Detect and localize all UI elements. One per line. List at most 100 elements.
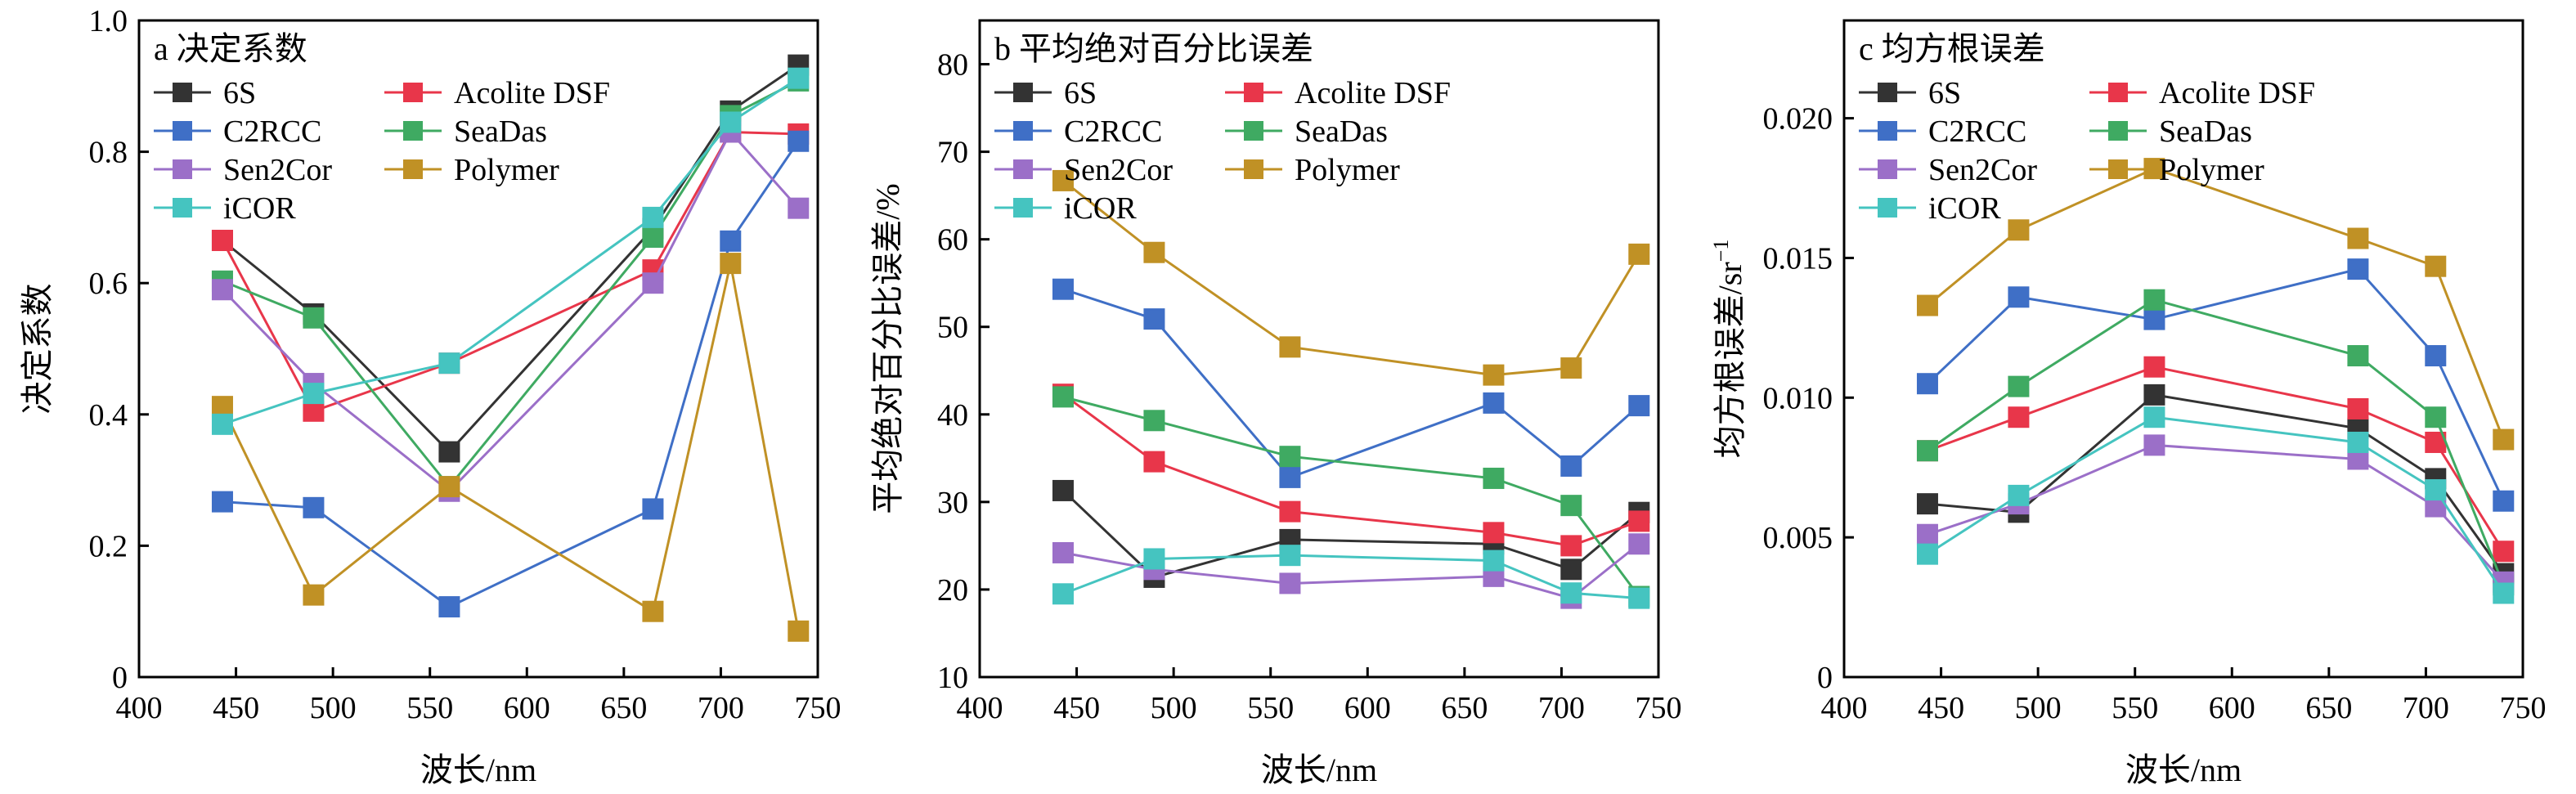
data-point xyxy=(788,197,810,219)
x-tick-label: 700 xyxy=(698,691,744,725)
data-point xyxy=(438,596,460,618)
x-tick-label: 500 xyxy=(2015,691,2062,725)
series-line xyxy=(1062,543,1640,600)
data-point xyxy=(1916,543,1938,565)
y-tick-label: 0.6 xyxy=(89,267,128,301)
x-tick-label: 650 xyxy=(1441,691,1488,725)
data-point xyxy=(1143,308,1165,330)
x-tick-label: 600 xyxy=(504,691,550,725)
data-point xyxy=(2143,308,2165,330)
legend-marker xyxy=(1878,159,1897,179)
legend-item: 6S xyxy=(154,76,256,110)
data-point xyxy=(1483,550,1505,572)
data-point xyxy=(2425,406,2447,428)
y-tick-label: 0.020 xyxy=(1763,102,1833,137)
data-point xyxy=(1483,522,1505,544)
x-axis-title: 波长/nm xyxy=(2125,751,2242,788)
legend-marker xyxy=(1244,83,1263,102)
data-point xyxy=(720,230,742,252)
data-point xyxy=(642,272,664,294)
data-point xyxy=(303,383,325,405)
data-point xyxy=(1052,479,1074,501)
legend-item: SeaDas xyxy=(2089,114,2252,149)
data-point xyxy=(2143,289,2165,311)
data-point xyxy=(1143,410,1165,432)
legend-item: iCOR xyxy=(994,191,1137,226)
y-axis-title-text: 平均绝对百分比误差/% xyxy=(869,183,906,514)
data-point xyxy=(1916,440,1938,462)
data-point xyxy=(1628,510,1650,532)
data-point xyxy=(642,498,664,520)
x-tick-label: 500 xyxy=(310,691,357,725)
y-tick-label: 20 xyxy=(937,573,968,608)
x-tick-label: 450 xyxy=(213,691,259,725)
data-point xyxy=(1483,467,1505,489)
data-point xyxy=(1143,548,1165,570)
series-c2rcc xyxy=(1052,278,1650,488)
data-point xyxy=(1279,572,1301,594)
y-tick-label: 80 xyxy=(937,48,968,83)
data-point xyxy=(211,413,233,435)
series-acolite-dsf xyxy=(1052,384,1650,557)
data-point xyxy=(642,226,664,248)
data-point xyxy=(2347,345,2369,367)
legend-label: iCOR xyxy=(1064,191,1137,226)
y-tick-label: 70 xyxy=(937,136,968,170)
series-line xyxy=(1062,554,1640,600)
data-point xyxy=(303,496,325,518)
x-tick-label: 550 xyxy=(406,691,453,725)
legend-label: Sen2Cor xyxy=(1928,153,2037,187)
data-point xyxy=(303,584,325,606)
data-point xyxy=(642,600,664,622)
data-point xyxy=(1052,541,1074,563)
x-tick-label: 450 xyxy=(1918,691,1964,725)
data-point xyxy=(1560,582,1582,604)
x-tick-label: 650 xyxy=(2305,691,2352,725)
series-line xyxy=(1061,489,1640,579)
series-line xyxy=(221,130,799,413)
y-tick-label: 60 xyxy=(937,223,968,258)
legend-label: SeaDas xyxy=(1295,114,1388,149)
data-point xyxy=(211,279,233,301)
legend-marker xyxy=(403,159,423,179)
legend-item: Sen2Cor xyxy=(994,153,1173,187)
legend-label: SeaDas xyxy=(454,114,547,149)
data-point xyxy=(1628,243,1650,265)
x-tick-label: 700 xyxy=(1538,691,1585,725)
series-line xyxy=(221,129,800,493)
data-point xyxy=(1483,392,1505,414)
data-point xyxy=(1483,364,1505,386)
series-line xyxy=(222,64,800,454)
legend-label: 6S xyxy=(223,76,256,110)
series-line xyxy=(222,77,800,426)
data-point xyxy=(720,111,742,133)
y-axis-title: 决定系数 xyxy=(19,284,56,415)
legend-marker xyxy=(173,159,192,179)
legend-marker xyxy=(1013,159,1033,179)
data-point xyxy=(438,441,460,463)
series-line xyxy=(1062,179,1640,377)
data-point xyxy=(1143,241,1165,263)
legend-marker xyxy=(173,121,192,141)
legend-marker xyxy=(403,83,423,102)
data-point xyxy=(788,67,810,89)
y-axis-title-text: 决定系数 xyxy=(19,284,56,415)
legend-marker xyxy=(2108,159,2128,179)
series-polymer xyxy=(1052,169,1650,386)
legend-label: iCOR xyxy=(223,191,296,226)
x-tick-label: 750 xyxy=(1636,691,1682,725)
legend-label: Polymer xyxy=(2159,153,2264,187)
legend-item: Polymer xyxy=(2089,153,2264,187)
data-point xyxy=(2347,258,2369,280)
y-tick-label: 0 xyxy=(1817,661,1833,695)
legend-marker xyxy=(1013,198,1033,218)
data-point xyxy=(1916,493,1938,515)
data-point xyxy=(211,230,233,252)
legend: 6S Acolite DSF C2RCC SeaDas Sen2Cor Polymer iC… xyxy=(154,76,610,226)
y-axis-title: 均方根误差/sr−1 xyxy=(1709,240,1748,459)
series-6s xyxy=(1052,479,1650,588)
data-point xyxy=(1279,545,1301,567)
legend-marker xyxy=(2108,83,2128,102)
legend: 6S Acolite DSF C2RCC SeaDas Sen2Cor Polymer iC… xyxy=(994,76,1451,226)
legend-item: Acolite DSF xyxy=(1225,76,1451,110)
